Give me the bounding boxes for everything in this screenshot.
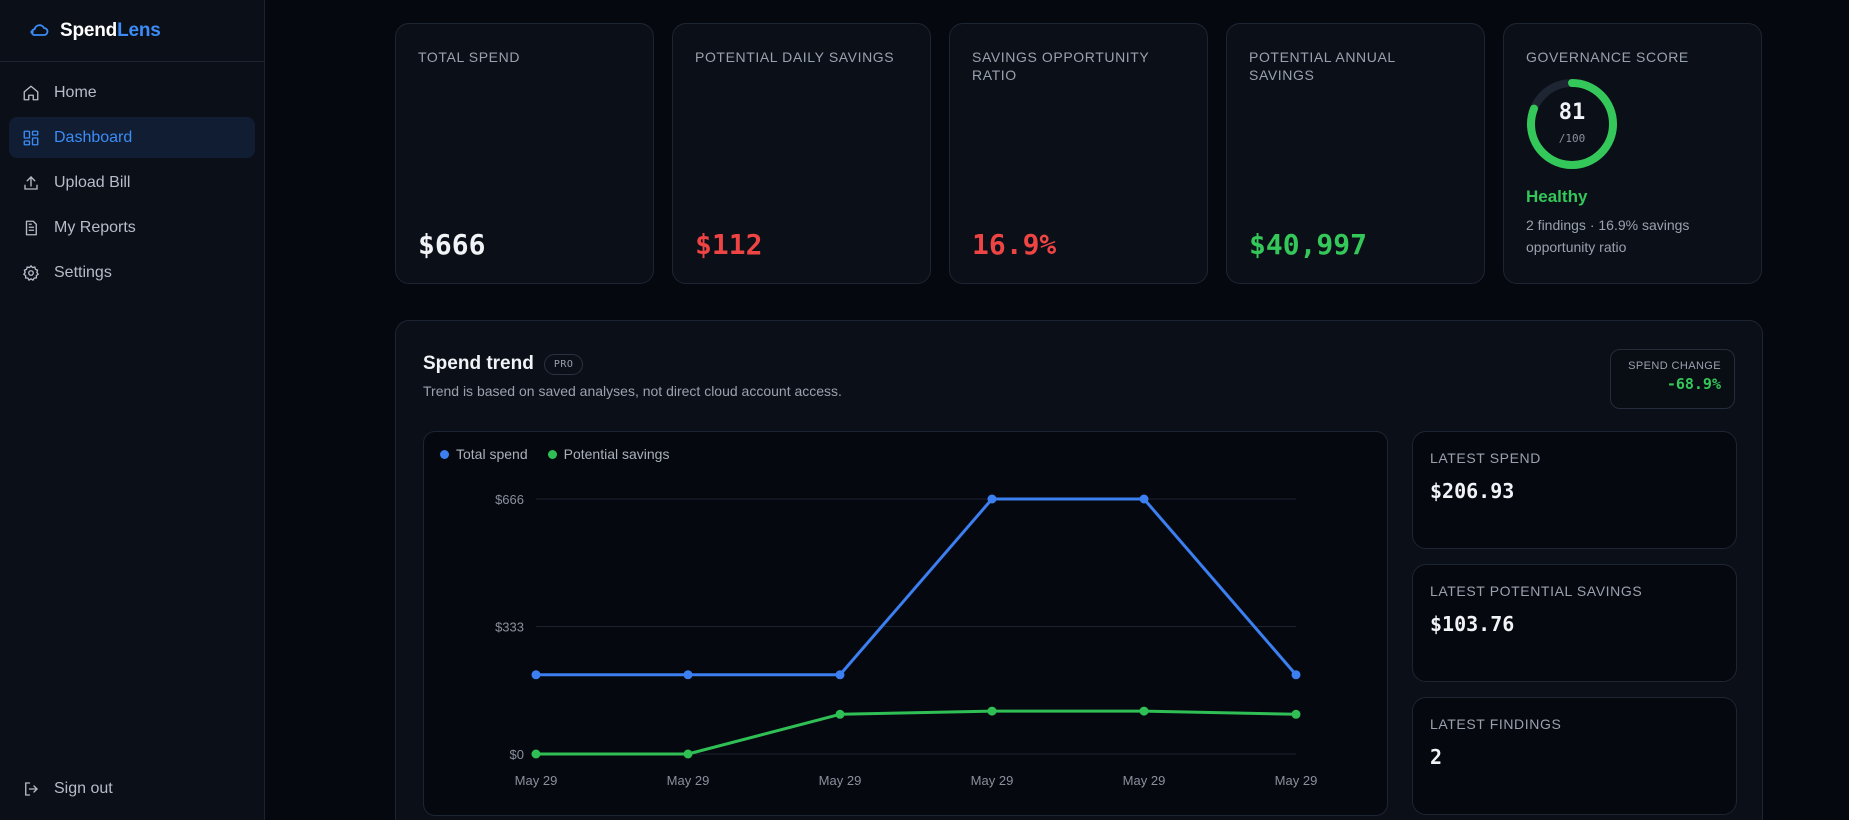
data-point: [531, 670, 541, 680]
x-tick-label: May 29: [667, 773, 710, 788]
chart-plot: $0 $333 $666 May 29 May 29 May 29 May 29 May 29…: [495, 492, 1318, 788]
x-tick-label: May 29: [819, 773, 862, 788]
y-tick-label: $333: [495, 620, 524, 635]
data-point: [987, 706, 997, 716]
sidebar: SpendLens Home Dashboard Upload Bill My …: [0, 0, 265, 820]
sidebar-item-dashboard[interactable]: Dashboard: [9, 117, 255, 158]
dashboard-icon: [23, 130, 39, 145]
brand-name: SpendLens: [60, 19, 161, 41]
mini-value: $103.76: [1430, 612, 1515, 636]
home-icon: [23, 85, 39, 100]
sidebar-item-label: Settings: [54, 263, 112, 281]
kpi-label: TOTAL SPEND: [418, 49, 521, 65]
sidebar-item-label: Upload Bill: [54, 173, 131, 191]
spend-change-label: SPEND CHANGE: [1628, 360, 1721, 372]
spend-trend-chart: Total spend Potential savings $0 $333 $666…: [423, 431, 1388, 816]
kpi-card-annual-savings: POTENTIAL ANNUAL SAVINGS $40,997: [1226, 23, 1485, 284]
mini-label: LATEST FINDINGS: [1430, 716, 1562, 732]
legend-dot: [547, 449, 557, 459]
governance-score-ring: 81 /100: [1526, 78, 1618, 170]
series-line-1: [536, 709, 1297, 756]
sign-out-button[interactable]: Sign out: [9, 768, 255, 809]
legend-dot: [440, 449, 449, 459]
y-tick-label: $0: [510, 747, 524, 762]
kpi-label: GOVERNANCE SCORE: [1526, 49, 1689, 65]
governance-score-value: 81: [1558, 100, 1586, 125]
document-icon: [25, 220, 37, 235]
kpi-label: POTENTIAL DAILY SAVINGS: [695, 49, 895, 65]
legend-item-potential-savings[interactable]: Potential savings: [547, 446, 670, 462]
x-tick-label: May 29: [1275, 773, 1318, 788]
sign-out-label: Sign out: [54, 779, 113, 797]
trend-subtitle: Trend is based on saved analyses, not di…: [423, 383, 842, 399]
data-point: [1291, 670, 1301, 680]
sidebar-item-label: Home: [54, 83, 97, 101]
legend-label: Potential savings: [563, 446, 670, 462]
kpi-value: $666: [418, 228, 486, 261]
x-tick-label: May 29: [515, 773, 558, 788]
trend-header: Spend trend PRO: [423, 353, 584, 375]
sidebar-item-my-reports[interactable]: My Reports: [9, 207, 255, 248]
mini-value: 2: [1430, 745, 1443, 769]
data-point: [835, 709, 845, 719]
kpi-label: POTENTIAL ANNUAL SAVINGS: [1249, 49, 1396, 83]
data-point: [683, 749, 693, 759]
kpi-label: SAVINGS OPPORTUNITY RATIO: [972, 49, 1150, 83]
kpi-card-daily-savings: POTENTIAL DAILY SAVINGS $112: [672, 23, 931, 284]
governance-score-max: /100: [1558, 132, 1586, 145]
sidebar-item-label: My Reports: [54, 218, 136, 236]
data-point: [531, 749, 541, 759]
spend-change-value: -68.9%: [1666, 375, 1721, 393]
sidebar-item-upload-bill[interactable]: Upload Bill: [9, 162, 255, 203]
governance-score-card: GOVERNANCE SCORE 81 /100 Healthy 2 findi…: [1503, 23, 1762, 284]
data-point: [683, 670, 693, 680]
sign-out-icon: [25, 781, 38, 796]
sidebar-item-label: Dashboard: [54, 128, 133, 146]
latest-spend-card: LATEST SPEND $206.93: [1412, 431, 1737, 549]
governance-score-arc: [1527, 79, 1617, 169]
kpi-value: $112: [695, 228, 763, 261]
kpi-value: 16.9%: [972, 228, 1057, 261]
x-tick-label: May 29: [1123, 773, 1166, 788]
latest-findings-card: LATEST FINDINGS 2: [1412, 697, 1737, 815]
series-line-0: [536, 497, 1298, 677]
pro-badge: PRO: [543, 353, 584, 375]
data-point: [987, 494, 997, 504]
governance-description: 2 findings · 16.9% savings opportunity r…: [1526, 217, 1690, 255]
kpi-card-total-spend: TOTAL SPEND $666: [395, 23, 654, 284]
sidebar-item-settings[interactable]: Settings: [9, 252, 255, 293]
upload-icon: [24, 175, 38, 190]
governance-status: Healthy: [1526, 187, 1588, 206]
chart-legend: Total spend Potential savings: [440, 446, 669, 462]
mini-label: LATEST POTENTIAL SAVINGS: [1430, 583, 1643, 599]
legend-label: Total spend: [456, 446, 528, 462]
spend-trend-panel: Spend trend PRO Trend is based on saved …: [395, 320, 1763, 820]
legend-item-total-spend[interactable]: Total spend: [440, 446, 528, 462]
cloud-logo-icon: [30, 23, 49, 36]
brand-logo[interactable]: SpendLens: [0, 0, 264, 62]
kpi-card-opportunity-ratio: SAVINGS OPPORTUNITY RATIO 16.9%: [949, 23, 1208, 284]
kpi-value: $40,997: [1249, 228, 1368, 261]
data-point: [835, 670, 845, 680]
x-tick-label: May 29: [971, 773, 1014, 788]
data-point: [1291, 709, 1301, 719]
mini-label: LATEST SPEND: [1430, 450, 1541, 466]
spend-change-badge: SPEND CHANGE -68.9%: [1610, 349, 1735, 409]
trend-title: Spend trend: [423, 353, 534, 374]
y-tick-label: $666: [495, 492, 524, 507]
data-point: [1139, 706, 1149, 716]
latest-savings-card: LATEST POTENTIAL SAVINGS $103.76: [1412, 564, 1737, 682]
gear-icon: [22, 264, 40, 281]
sidebar-nav: Home Dashboard Upload Bill My Reports Se…: [0, 62, 264, 307]
data-point: [1139, 494, 1149, 504]
mini-value: $206.93: [1430, 479, 1515, 503]
sidebar-item-home[interactable]: Home: [9, 72, 255, 113]
